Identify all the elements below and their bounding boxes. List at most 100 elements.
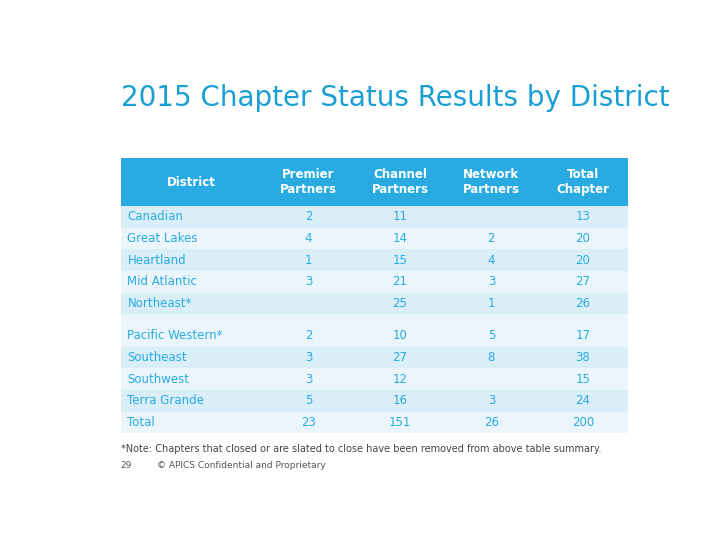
Text: 20: 20: [575, 232, 590, 245]
Text: 200: 200: [572, 416, 594, 429]
Text: Channel
Partners: Channel Partners: [372, 168, 428, 196]
Text: 3: 3: [487, 275, 495, 288]
Text: 8: 8: [487, 351, 495, 364]
Bar: [121, 347, 263, 368]
Text: 21: 21: [392, 275, 408, 288]
Text: Southwest: Southwest: [127, 373, 189, 386]
Bar: [537, 325, 629, 347]
Text: 5: 5: [305, 394, 312, 407]
Text: 13: 13: [575, 211, 590, 224]
Bar: [537, 411, 629, 433]
Bar: [263, 293, 354, 314]
Bar: [446, 347, 537, 368]
Text: Canadian: Canadian: [127, 211, 184, 224]
Text: 3: 3: [305, 275, 312, 288]
Bar: [537, 368, 629, 390]
Bar: [537, 293, 629, 314]
Text: 5: 5: [487, 329, 495, 342]
Text: 12: 12: [392, 373, 408, 386]
Text: 1: 1: [487, 297, 495, 310]
Text: 17: 17: [575, 329, 590, 342]
Bar: [446, 411, 537, 433]
Bar: [537, 249, 629, 271]
Text: 3: 3: [305, 373, 312, 386]
Bar: [446, 368, 537, 390]
Text: 4: 4: [305, 232, 312, 245]
Bar: [354, 206, 446, 228]
Text: 11: 11: [392, 211, 408, 224]
Bar: [263, 325, 354, 347]
Text: Mid Atlantic: Mid Atlantic: [127, 275, 197, 288]
Bar: [263, 158, 354, 206]
Bar: [121, 228, 263, 249]
Bar: [446, 271, 537, 293]
Text: 2: 2: [305, 211, 312, 224]
Text: 23: 23: [301, 416, 316, 429]
Text: Total: Total: [127, 416, 155, 429]
Bar: [263, 228, 354, 249]
Bar: [263, 368, 354, 390]
Text: 24: 24: [575, 394, 590, 407]
Bar: [121, 390, 263, 411]
Bar: [354, 271, 446, 293]
Text: 15: 15: [392, 254, 408, 267]
Bar: [263, 347, 354, 368]
Text: © APICS Confidential and Proprietary: © APICS Confidential and Proprietary: [157, 461, 325, 470]
Bar: [354, 228, 446, 249]
Bar: [354, 390, 446, 411]
Bar: [263, 271, 354, 293]
Bar: [537, 271, 629, 293]
Text: Great Lakes: Great Lakes: [127, 232, 198, 245]
Bar: [354, 249, 446, 271]
Text: Northeast*: Northeast*: [127, 297, 192, 310]
Bar: [354, 325, 446, 347]
Bar: [121, 411, 263, 433]
Bar: [537, 347, 629, 368]
Text: Network
Partners: Network Partners: [463, 168, 520, 196]
Text: Total
Chapter: Total Chapter: [557, 168, 609, 196]
Text: *Note: Chapters that closed or are slated to close have been removed from above : *Note: Chapters that closed or are slate…: [121, 443, 601, 454]
Bar: [446, 206, 537, 228]
Text: 151: 151: [389, 416, 411, 429]
Text: Pacific Western*: Pacific Western*: [127, 329, 223, 342]
Text: Southeast: Southeast: [127, 351, 187, 364]
Text: 2: 2: [487, 232, 495, 245]
Text: 26: 26: [575, 297, 590, 310]
Text: 4: 4: [487, 254, 495, 267]
Bar: [446, 158, 537, 206]
Text: Terra Grande: Terra Grande: [127, 394, 204, 407]
Text: 2: 2: [305, 329, 312, 342]
Bar: [121, 271, 263, 293]
Bar: [121, 206, 263, 228]
Bar: [446, 325, 537, 347]
Bar: [446, 293, 537, 314]
Bar: [354, 411, 446, 433]
Bar: [354, 368, 446, 390]
Text: 2015 Chapter Status Results by District: 2015 Chapter Status Results by District: [121, 84, 670, 112]
Text: 25: 25: [392, 297, 408, 310]
Bar: [263, 411, 354, 433]
Text: 1: 1: [305, 254, 312, 267]
Text: 27: 27: [392, 351, 408, 364]
Text: 3: 3: [487, 394, 495, 407]
Bar: [537, 158, 629, 206]
Bar: [121, 158, 263, 206]
Bar: [537, 206, 629, 228]
Text: 26: 26: [484, 416, 499, 429]
Text: 16: 16: [392, 394, 408, 407]
Text: Premier
Partners: Premier Partners: [280, 168, 337, 196]
Text: 15: 15: [575, 373, 590, 386]
Text: Heartland: Heartland: [127, 254, 186, 267]
Text: 38: 38: [575, 351, 590, 364]
Bar: [354, 158, 446, 206]
Text: 20: 20: [575, 254, 590, 267]
Bar: [354, 293, 446, 314]
Text: 29: 29: [121, 461, 132, 470]
Bar: [263, 390, 354, 411]
Text: District: District: [167, 176, 216, 189]
Bar: [263, 249, 354, 271]
Text: 3: 3: [305, 351, 312, 364]
Text: 14: 14: [392, 232, 408, 245]
Bar: [537, 390, 629, 411]
Bar: [121, 314, 629, 325]
